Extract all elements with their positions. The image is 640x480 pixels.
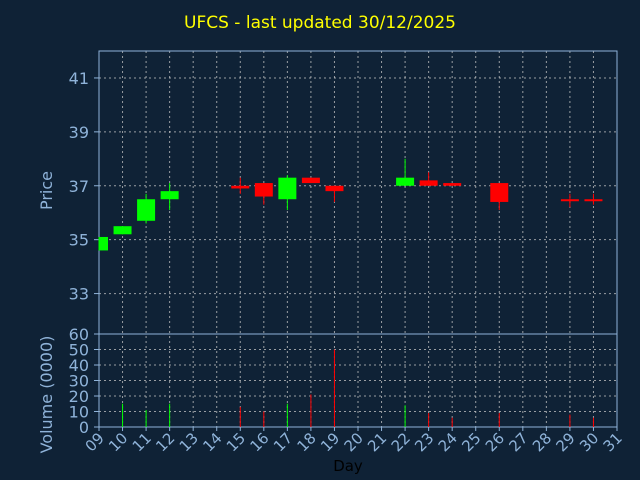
x-tick-label: 22 — [388, 429, 414, 455]
x-tick-label: 20 — [341, 429, 367, 455]
x-tick-label: 21 — [364, 429, 390, 455]
x-tick-label: 16 — [246, 429, 272, 455]
price-tick-label: 39 — [69, 123, 89, 142]
volume-tick-label: 0 — [79, 418, 89, 437]
volume-tick-label: 30 — [69, 372, 89, 391]
x-tick-label: 17 — [270, 429, 296, 455]
candle-body — [443, 183, 462, 186]
x-tick-label: 30 — [576, 429, 602, 455]
candle-body — [137, 199, 156, 221]
volume-tick-label: 50 — [69, 341, 89, 360]
volume-tick-label: 40 — [69, 356, 89, 375]
volume-tick-label: 20 — [69, 387, 89, 406]
x-tick-label: 19 — [317, 429, 343, 455]
volume-tick-label: 10 — [69, 403, 89, 422]
x-tick-label: 24 — [435, 429, 461, 455]
volume-tick-label: 60 — [69, 325, 89, 344]
x-tick-label: 14 — [199, 429, 225, 455]
candle-body — [490, 183, 509, 202]
price-tick-label: 41 — [69, 69, 89, 88]
candle-body — [560, 199, 579, 202]
x-tick-label: 29 — [553, 429, 579, 455]
x-tick-label: 31 — [600, 429, 626, 455]
candle-body — [99, 236, 108, 251]
x-tick-label: 18 — [294, 429, 320, 455]
candle-body — [301, 177, 320, 184]
price-tick-label: 33 — [69, 285, 89, 304]
chart-title: UFCS - last updated 30/12/2025 — [184, 13, 456, 33]
candle-body — [113, 226, 132, 235]
candle-body — [419, 180, 438, 186]
x-tick-label: 25 — [458, 429, 484, 455]
price-tick-label: 35 — [69, 231, 89, 250]
x-tick-label: 28 — [529, 429, 555, 455]
x-tick-label: 15 — [223, 429, 249, 455]
x-tick-label: 11 — [129, 429, 155, 455]
candle-body — [396, 177, 415, 186]
x-tick-label: 26 — [482, 429, 508, 455]
candle-body — [325, 185, 344, 192]
volume-axis-label: Volume (0000) — [37, 336, 56, 454]
x-axis-label: Day — [333, 457, 363, 475]
x-tick-label: 10 — [105, 429, 131, 455]
candle-body — [584, 199, 603, 202]
price-axis-label: Price — [37, 171, 56, 210]
price-tick-label: 37 — [69, 177, 89, 196]
candle-body — [278, 177, 297, 200]
x-tick-label: 23 — [411, 429, 437, 455]
x-tick-label: 13 — [176, 429, 202, 455]
candle-body — [254, 183, 273, 197]
x-tick-label: 12 — [152, 429, 178, 455]
candle-body — [231, 185, 250, 189]
x-tick-label: 27 — [505, 429, 531, 455]
candle-body — [160, 191, 179, 200]
